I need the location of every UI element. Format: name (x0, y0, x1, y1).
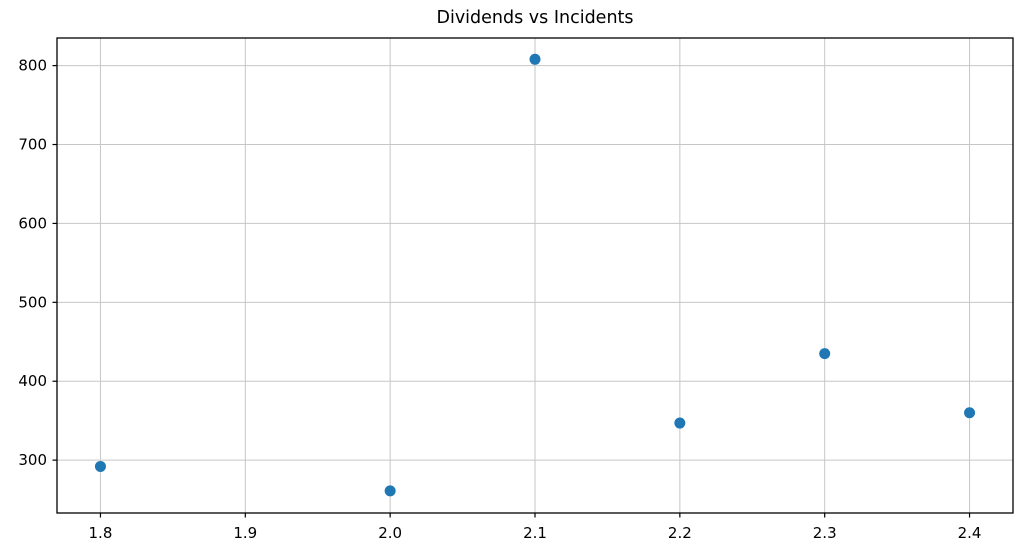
y-tick-label: 400 (18, 372, 47, 390)
y-tick-label: 300 (18, 451, 47, 469)
y-tick-label: 700 (18, 136, 47, 154)
x-tick-label: 2.3 (813, 524, 837, 542)
chart-title: Dividends vs Incidents (436, 8, 634, 28)
x-tick-label: 1.9 (233, 524, 257, 542)
x-tick-label: 2.1 (523, 524, 547, 542)
data-point (964, 407, 976, 419)
x-tick-label: 2.4 (958, 524, 982, 542)
axes-border (56, 37, 1014, 514)
x-tick-label: 2.2 (668, 524, 692, 542)
data-point (819, 348, 831, 360)
y-tick-label: 600 (18, 214, 47, 232)
x-tick-label: 1.8 (89, 524, 113, 542)
data-point (529, 53, 541, 65)
y-tick-label: 800 (18, 57, 47, 75)
data-point (94, 460, 106, 472)
y-tick-label: 500 (18, 293, 47, 311)
data-point (674, 417, 686, 429)
data-point (384, 485, 396, 497)
x-tick-label: 2.0 (378, 524, 402, 542)
